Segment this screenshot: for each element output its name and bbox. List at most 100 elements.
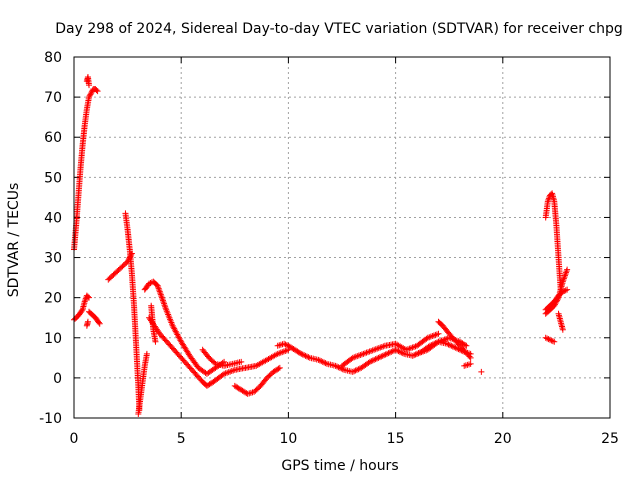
data-point [368, 358, 375, 365]
data-point [561, 287, 568, 294]
series-arc-3 [86, 308, 103, 327]
data-point [382, 351, 389, 358]
data-point [281, 340, 288, 347]
data-point [352, 367, 359, 374]
data-point [398, 349, 405, 356]
y-tick-label: 10 [44, 331, 62, 347]
series-arc-1-spikes [83, 74, 93, 89]
data-point [146, 280, 153, 287]
data-point [303, 353, 310, 360]
data-point [354, 366, 361, 373]
data-point [374, 355, 381, 362]
series-arc-3-low [83, 318, 91, 329]
data-point [301, 352, 308, 359]
data-point [394, 347, 401, 354]
data-point [463, 342, 470, 349]
data-point [392, 346, 399, 353]
data-point [478, 368, 485, 375]
data-point [385, 350, 392, 357]
x-tick-label: 10 [279, 431, 297, 447]
series-arc-10 [231, 364, 283, 397]
series-arc-16 [542, 190, 564, 293]
data-point [95, 319, 102, 326]
series-arc-9 [199, 346, 245, 369]
data-point [87, 91, 94, 98]
grid [74, 57, 610, 418]
data-point [545, 336, 552, 343]
data-point [355, 366, 362, 373]
data-point [276, 364, 283, 371]
data-point [546, 336, 553, 343]
data-point [562, 287, 569, 294]
tick-labels: 0 5 10 15 20 25 -10 0 10 20 30 40 50 60 70 80 [39, 50, 619, 447]
data-point [319, 358, 326, 365]
series-arc-1 [71, 86, 101, 253]
data-point [389, 348, 396, 355]
data-point [551, 338, 558, 345]
data-point [152, 338, 159, 345]
x-tick-label: 5 [177, 431, 186, 447]
data-point [94, 88, 101, 95]
data-point [333, 363, 340, 370]
data-point [96, 320, 103, 327]
series-arc-20 [555, 310, 566, 333]
data-point [282, 341, 289, 348]
y-tick-label: 20 [44, 291, 62, 307]
data-point [86, 94, 93, 101]
data-point [86, 82, 93, 89]
series-arc-19 [542, 334, 558, 345]
data-point [86, 294, 93, 301]
y-tick-label: 0 [53, 371, 62, 387]
data-point [409, 352, 416, 359]
x-tick-label: 0 [70, 431, 79, 447]
series-arc-6 [135, 350, 150, 417]
y-tick-label: 60 [44, 130, 62, 146]
data-point [384, 350, 391, 357]
data-point [93, 87, 100, 94]
series-arc-12 [339, 330, 442, 369]
data-point [84, 318, 91, 325]
data-point [462, 341, 469, 348]
data-point [376, 354, 383, 361]
series-isolated [478, 368, 485, 375]
data-point [88, 88, 95, 95]
y-axis-label: SDTVAR / TECUs [6, 183, 22, 298]
data-point [349, 368, 356, 375]
data-point [448, 342, 455, 349]
data-point [399, 350, 406, 357]
data-point [211, 359, 218, 366]
data-point [559, 288, 566, 295]
plot-frame [73, 56, 611, 419]
y-tick-label: 30 [44, 251, 62, 267]
data-point [412, 351, 419, 358]
data-point [238, 358, 245, 365]
series-arc-18 [542, 286, 571, 313]
data-point [542, 334, 549, 341]
data-point [86, 92, 93, 99]
data-point [296, 350, 303, 357]
data-point [549, 338, 556, 345]
data-point [305, 354, 312, 361]
data-point [84, 293, 91, 300]
data-point [559, 326, 566, 333]
x-axis-label: GPS time / hours [281, 458, 398, 474]
data-point [332, 362, 339, 369]
data-point [564, 266, 571, 273]
series-arc-11 [274, 338, 474, 375]
data-point [411, 352, 418, 359]
series-arc-5 [122, 210, 143, 413]
data-point [379, 352, 386, 359]
data-point [322, 360, 329, 367]
chart-title: Day 298 of 2024, Sidereal Day-to-day VTE… [55, 21, 623, 37]
data-point [381, 352, 388, 359]
data-point [454, 345, 461, 352]
x-tick-label: 20 [494, 431, 512, 447]
data-point [548, 337, 555, 344]
data-point [338, 365, 345, 372]
data-point [452, 344, 459, 351]
data-point [275, 365, 282, 372]
data-point [395, 348, 402, 355]
data-point [366, 358, 373, 365]
data-series [71, 74, 571, 417]
